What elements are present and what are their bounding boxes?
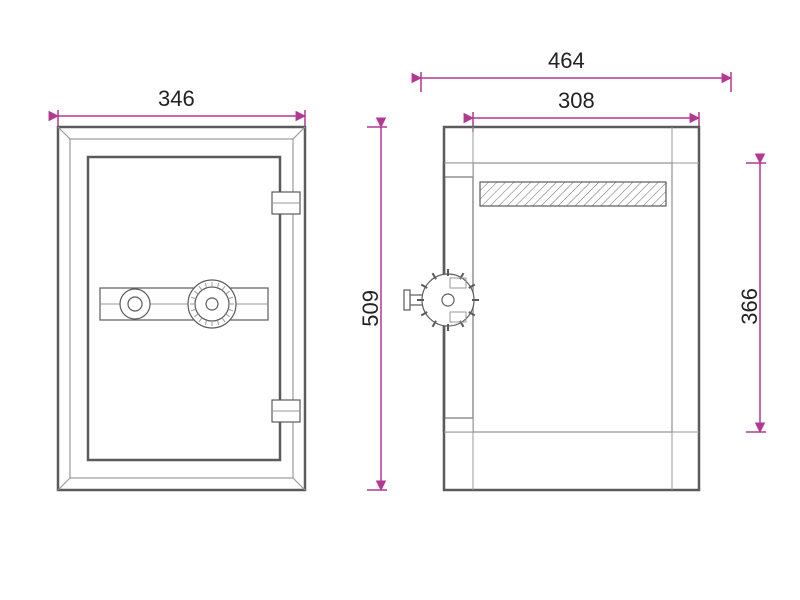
drawing-svg [0,0,800,600]
drawing-canvas: 346 509 464 308 366 [0,0,800,600]
